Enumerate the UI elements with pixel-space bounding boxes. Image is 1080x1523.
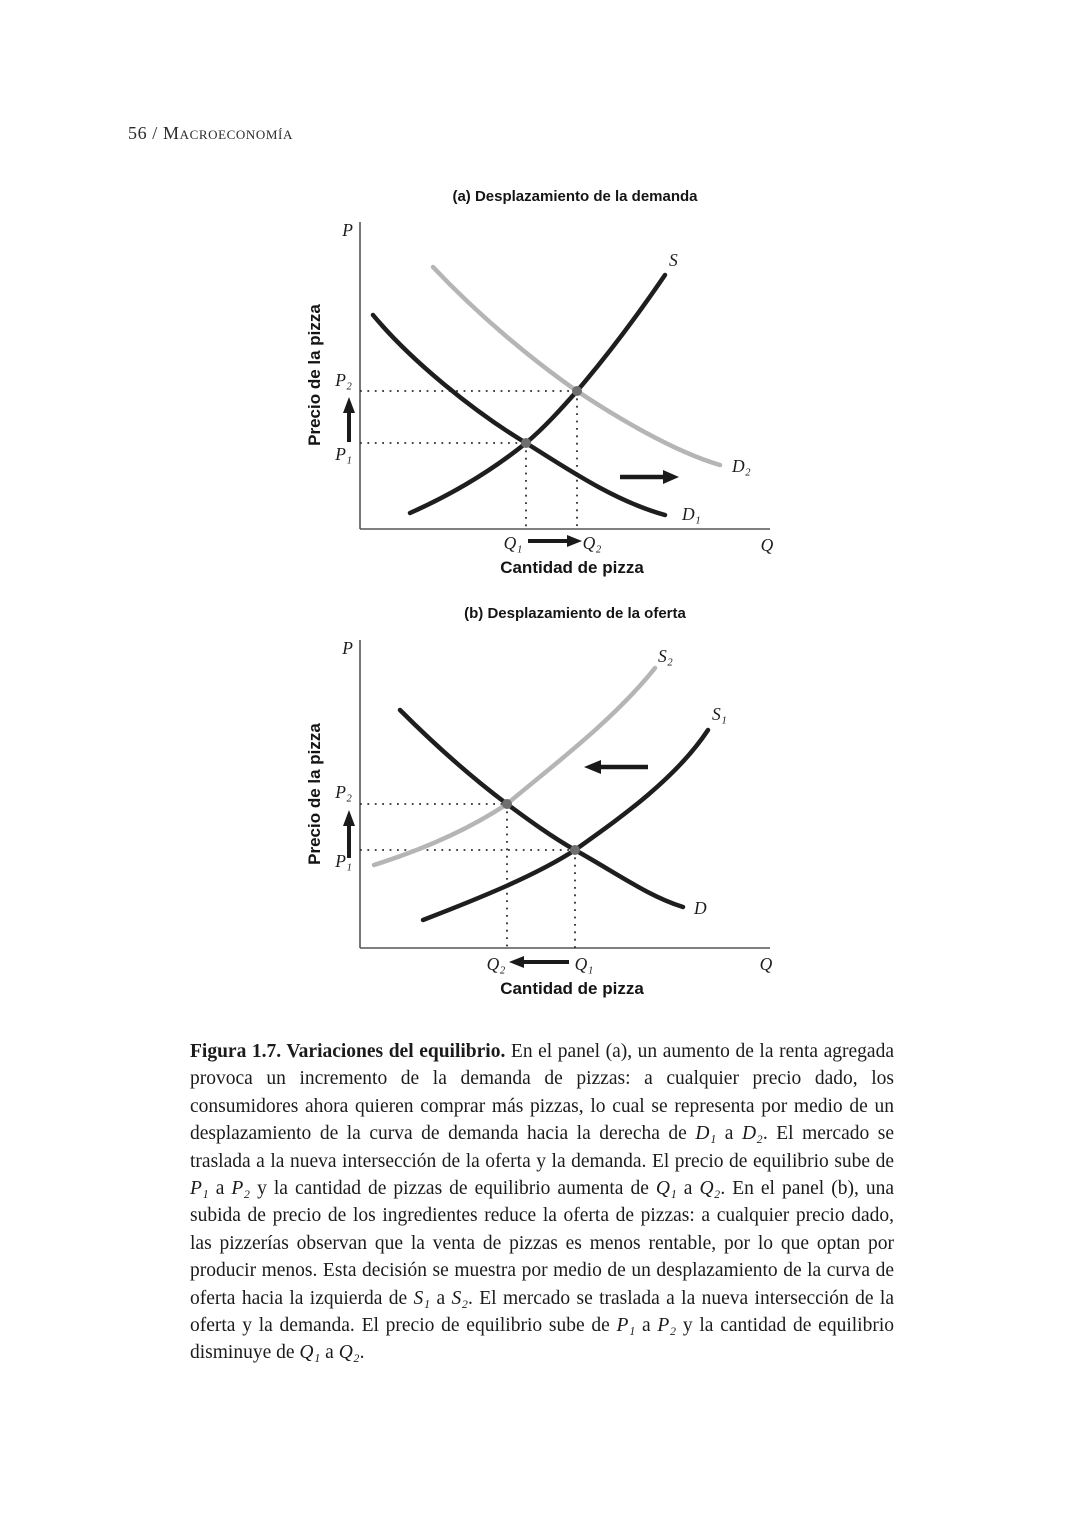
x-axis-title: Cantidad de pizza	[500, 979, 644, 998]
running-header: 56 / Macroeconomía	[128, 123, 293, 143]
demand-shift-right-arrow-icon	[620, 470, 679, 484]
equilibrium-guide-dotted-lines	[360, 390, 578, 529]
price-rise-arrow-icon	[343, 397, 355, 442]
supply-curve-s	[407, 272, 668, 516]
p2-label: P₂	[334, 782, 352, 802]
quantity-shift-left-arrow-icon	[509, 956, 569, 968]
d-curve-label: D	[693, 898, 707, 918]
q2-label: Q₂	[583, 533, 602, 553]
p2-label: P₂	[334, 370, 352, 390]
y-axis-title: Precio de la pizza	[305, 304, 324, 446]
p-axis-label: P	[341, 638, 353, 658]
panel-a-chart: P Q S D₂ D₁ P₂ P₁ Q₁ Q₂ Cantidad de pizz…	[305, 220, 774, 577]
panel-a-axes	[359, 222, 770, 530]
figure-caption: Figura 1.7. Variaciones del equilibrio. …	[190, 1041, 895, 1364]
q1-label: Q₁	[575, 954, 594, 974]
x-axis-title: Cantidad de pizza	[500, 558, 644, 577]
panel-b-title: (b) Desplazamiento de la oferta	[464, 605, 686, 622]
d2-curve-label: D₂	[731, 456, 751, 476]
p-axis-label: P	[341, 220, 353, 240]
p1-label: P₁	[334, 444, 352, 464]
q-axis-label: Q	[760, 954, 773, 974]
s-curve-label: S	[669, 250, 678, 270]
d1-curve-label: D₁	[681, 504, 701, 524]
equilibrium-point-1	[570, 845, 580, 855]
equilibrium-point-2	[502, 799, 512, 809]
panel-b-chart: P Q S₂ S₁ D P₂ P₁ Q₂ Q₁ Cantidad de pizz…	[305, 638, 773, 998]
demand-curve-d2	[430, 264, 723, 468]
demand-curve-d	[397, 707, 686, 910]
q1-label: Q₁	[504, 533, 523, 553]
q-axis-label: Q	[761, 535, 774, 555]
panel-a-title: (a) Desplazamiento de la demanda	[452, 188, 698, 205]
supply-shift-left-arrow-icon	[584, 760, 648, 774]
s1-curve-label: S₁	[712, 704, 727, 724]
panel-b-axes	[359, 640, 770, 949]
q2-label: Q₂	[487, 954, 506, 974]
quantity-shift-right-arrow-icon	[528, 535, 582, 547]
s2-curve-label: S₂	[658, 646, 673, 666]
equilibrium-point-1	[521, 438, 531, 448]
equilibrium-point-2	[572, 386, 582, 396]
y-axis-title: Precio de la pizza	[305, 723, 324, 865]
p1-label: P₁	[334, 851, 352, 871]
price-rise-arrow-icon	[343, 810, 355, 858]
